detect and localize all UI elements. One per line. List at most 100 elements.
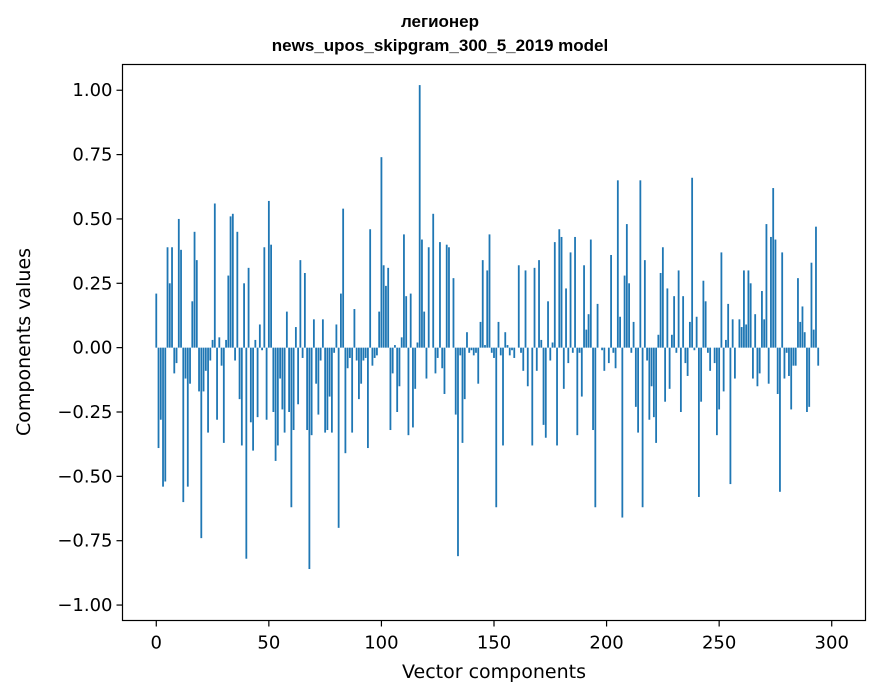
bar	[360, 347, 363, 384]
bar	[173, 347, 176, 374]
bar	[159, 347, 162, 420]
bar	[571, 347, 574, 353]
bar	[229, 216, 232, 348]
bar	[285, 311, 288, 348]
bar	[294, 327, 297, 348]
bar	[432, 213, 435, 348]
bar	[403, 234, 405, 348]
bar	[788, 347, 790, 376]
bar	[342, 208, 345, 348]
bar	[157, 347, 160, 449]
bar	[513, 347, 516, 358]
bar	[637, 347, 639, 433]
bar	[817, 347, 820, 366]
bar	[484, 345, 486, 348]
bar	[596, 303, 599, 348]
bar	[240, 347, 243, 446]
bar	[209, 347, 212, 361]
bar	[716, 347, 718, 436]
bar	[202, 347, 205, 392]
bar	[495, 347, 498, 508]
bar	[643, 260, 646, 348]
bar	[502, 347, 504, 446]
bar	[344, 347, 347, 454]
bar	[351, 347, 354, 433]
bar	[189, 347, 191, 384]
bar	[691, 177, 694, 348]
bar	[231, 213, 234, 348]
bar	[213, 203, 216, 348]
bar	[216, 347, 218, 420]
bar	[274, 347, 277, 461]
bar	[261, 347, 263, 351]
bar	[781, 252, 784, 348]
bar	[756, 347, 759, 387]
bar	[812, 329, 815, 348]
bar	[547, 301, 549, 348]
bar	[673, 296, 676, 348]
bar	[238, 347, 241, 400]
bar	[511, 347, 513, 351]
bar	[682, 296, 685, 348]
bar	[423, 311, 426, 348]
bar	[155, 293, 158, 348]
bar	[346, 347, 349, 369]
bar	[810, 262, 813, 348]
bar	[389, 347, 392, 431]
bar	[727, 303, 730, 348]
bar	[330, 347, 333, 433]
bar	[522, 347, 525, 371]
bar	[646, 347, 648, 361]
bar	[740, 327, 743, 348]
bar	[263, 247, 266, 348]
bar	[493, 347, 495, 358]
bar	[310, 347, 313, 436]
bar	[524, 270, 527, 348]
bar	[457, 347, 459, 557]
bar	[477, 347, 480, 384]
bar	[279, 347, 282, 379]
bar	[574, 236, 576, 348]
bar	[668, 347, 671, 389]
bar	[538, 260, 540, 348]
bar	[612, 347, 615, 353]
bar	[475, 347, 477, 353]
bar	[472, 347, 475, 356]
bar	[517, 265, 520, 348]
x-tick-label: 100	[364, 633, 398, 654]
bar	[785, 347, 788, 353]
x-tick-label: 250	[702, 633, 736, 654]
bar	[619, 316, 621, 348]
bar	[549, 347, 552, 361]
bar	[321, 319, 324, 348]
bar	[650, 347, 653, 387]
bar	[166, 247, 169, 348]
bar	[191, 301, 194, 348]
bar	[254, 339, 257, 348]
bar	[614, 347, 617, 369]
y-tick-label: −1.00	[57, 595, 112, 616]
bar	[256, 347, 259, 418]
bar	[567, 347, 570, 364]
bar	[184, 347, 187, 379]
bar	[272, 347, 275, 412]
bar	[301, 347, 304, 358]
x-axis: 0 50 100 150 200 250 300	[151, 620, 849, 654]
bar	[436, 347, 439, 358]
bar	[394, 345, 396, 348]
bar	[247, 267, 250, 348]
bar	[601, 347, 603, 351]
bar	[594, 347, 597, 508]
bar	[553, 242, 556, 348]
bar	[774, 239, 777, 348]
bar	[666, 288, 669, 348]
bar	[576, 347, 579, 436]
bar	[364, 347, 367, 358]
y-tick-label: −0.75	[57, 531, 112, 552]
bar	[542, 347, 545, 425]
bar	[556, 347, 558, 446]
bar	[621, 347, 624, 518]
y-tick-label: −0.25	[57, 402, 112, 423]
bar	[385, 285, 387, 348]
bar	[752, 347, 754, 379]
